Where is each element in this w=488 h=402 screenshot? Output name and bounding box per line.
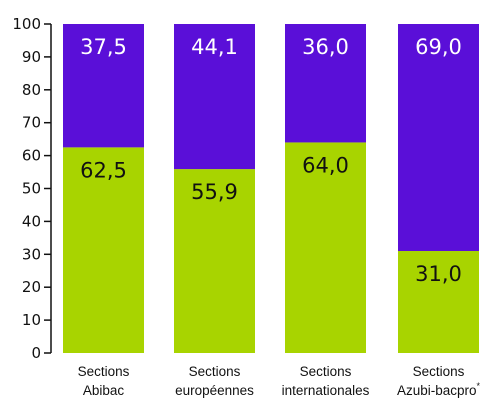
y-tick-label: 100	[12, 15, 41, 33]
data-label: 37,5	[80, 35, 127, 59]
bar-segment-lower	[285, 142, 366, 353]
category-label-line1: Sections	[189, 364, 241, 379]
y-tick-label: 50	[22, 180, 41, 198]
category-label-line1: Sections	[413, 364, 465, 379]
y-tick-label: 60	[22, 147, 41, 165]
y-tick-label: 30	[22, 245, 41, 263]
y-tick-label: 70	[22, 114, 41, 132]
bars: 62,5 37,5 55,9 44,1 64,0 36,0 31,0 69,0	[63, 24, 479, 353]
data-label: 44,1	[191, 35, 238, 59]
bar-segment-lower	[398, 251, 479, 353]
y-axis: 0 10 20 30 40 50 60 70 80 90 100	[12, 15, 52, 362]
y-tick-label: 80	[22, 81, 41, 99]
bar-segment-upper	[398, 24, 479, 252]
category-label-line2: Azubi-bacpro*	[397, 381, 481, 398]
bar-segment-upper	[63, 24, 144, 148]
y-tick-label: 0	[31, 344, 41, 362]
data-label: 31,0	[415, 262, 462, 286]
data-label: 36,0	[302, 35, 349, 59]
y-tick-label: 10	[22, 311, 41, 329]
category-label-line2: internationales	[282, 383, 370, 398]
bar-segment-upper	[174, 24, 255, 170]
bar-segment-lower	[63, 147, 144, 353]
category-label-line2: Abibac	[83, 383, 125, 398]
y-tick-label: 40	[22, 212, 41, 230]
data-label: 69,0	[415, 35, 462, 59]
category-label-line2: européennes	[175, 383, 254, 398]
y-tick-label: 90	[22, 48, 41, 66]
data-label: 64,0	[302, 153, 349, 177]
bar-segment-lower	[174, 169, 255, 353]
footnote-marker: *	[477, 381, 481, 391]
data-label: 55,9	[191, 180, 238, 204]
category-label-line1: Sections	[300, 364, 352, 379]
bar-segment-upper	[285, 24, 366, 143]
y-tick-label: 20	[22, 278, 41, 296]
category-label-line1: Sections	[78, 364, 130, 379]
x-axis: Sections Abibac Sections européennes Section…	[78, 364, 481, 398]
data-label: 62,5	[80, 158, 127, 182]
